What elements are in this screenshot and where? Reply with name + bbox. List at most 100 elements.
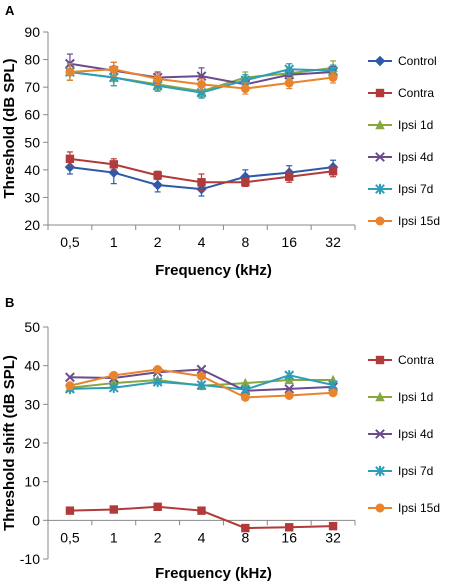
legend-item-ipsi-1d: Ipsi 1d [368, 118, 433, 132]
y-tick-label: 60 [24, 107, 40, 123]
legend-item-ipsi-15d: Ipsi 15d [368, 501, 440, 515]
y-tick-label: 70 [24, 79, 40, 95]
y-tick-label: 20 [24, 435, 40, 451]
data-point [152, 179, 163, 191]
legend-marker [375, 183, 385, 195]
data-point [153, 365, 163, 375]
x-tick-label: 8 [241, 234, 249, 250]
panel-a-label: A [5, 3, 15, 18]
data-point [65, 67, 75, 77]
y-tick-label: 50 [24, 134, 40, 150]
x-tick-label: 32 [325, 234, 341, 250]
x-tick-label: 0,5 [60, 529, 80, 545]
x-tick-label: 16 [281, 529, 297, 545]
data-point [284, 383, 295, 394]
y-tick-label: 30 [24, 189, 40, 205]
legend-marker [375, 119, 385, 130]
data-point [197, 371, 206, 381]
data-point [153, 502, 162, 511]
x-tick-label: 32 [325, 529, 341, 545]
panel-b-label: B [5, 295, 14, 310]
data-point [285, 523, 294, 532]
data-point [152, 376, 163, 388]
y-tick-label: 40 [24, 162, 40, 178]
y-axis-title: Threshold (dB SPL) [1, 59, 18, 199]
data-point [196, 379, 207, 391]
x-tick-label: 2 [154, 234, 162, 250]
y-tick-label: 90 [24, 24, 40, 40]
panel-b: B -10 0 10 20 30 40 50 0,5 1 2 4 8 16 32 Frequency (kHz… [1, 295, 440, 582]
x-tick-label: 16 [281, 234, 297, 250]
y-tick-label: 20 [24, 217, 40, 233]
data-point [196, 364, 207, 375]
y-tick-label: 0 [32, 512, 40, 528]
data-point [284, 390, 294, 400]
x-tick-label: 4 [198, 529, 206, 545]
legend-item-contra: Contra [368, 353, 434, 367]
legend-marker [375, 216, 385, 226]
x-tick-label: 0,5 [60, 234, 80, 250]
data-point [284, 370, 295, 381]
legend-label: Ipsi 4d [398, 427, 433, 441]
series-ipsi-15d [65, 61, 338, 95]
y-axis-title: Threshold shift (dB SPL) [1, 355, 18, 531]
series-ipsi-15d [65, 365, 338, 402]
panel-a: A 20 30 40 50 60 70 80 90 0,5 1 2 4 8 16 32 Frequency (k… [1, 3, 440, 279]
x-tick-label: 1 [110, 234, 118, 250]
data-point [328, 388, 338, 398]
data-point [241, 178, 250, 187]
data-point [108, 382, 119, 393]
legend-item-ipsi-4d: Ipsi 4d [368, 427, 433, 441]
legend-item-ipsi-7d: Ipsi 7d [368, 182, 433, 196]
data-point [65, 506, 75, 515]
data-point [109, 505, 118, 514]
legend-item-ipsi-15d: Ipsi 15d [368, 214, 440, 228]
data-point [284, 64, 295, 75]
legend-marker [375, 391, 385, 402]
data-point [240, 84, 250, 94]
data-point [240, 171, 251, 182]
data-point [197, 79, 206, 89]
data-point [109, 64, 119, 74]
legend-item-control: Control [368, 54, 437, 68]
legend-marker [375, 465, 385, 477]
legend-label: Ipsi 7d [398, 464, 433, 478]
legend-label: Ipsi 1d [398, 390, 433, 404]
series-ipsi-7d [65, 370, 338, 395]
legend-label: Ipsi 4d [398, 150, 433, 164]
data-point [153, 171, 162, 180]
legend-item-ipsi-1d: Ipsi 1d [368, 390, 433, 404]
y-tick-label: 50 [24, 319, 40, 335]
data-point [109, 160, 118, 169]
data-point [153, 74, 163, 84]
data-point [65, 154, 75, 164]
data-point [285, 172, 294, 181]
data-point [109, 370, 119, 380]
legend-label: Control [398, 54, 437, 68]
y-tick-label: 80 [24, 52, 40, 68]
x-tick-label: 4 [198, 234, 206, 250]
series-contra [65, 502, 338, 533]
data-point [328, 72, 338, 82]
data-point [197, 506, 206, 515]
x-tick-label: 2 [154, 529, 162, 545]
legend-label: Ipsi 15d [398, 214, 440, 228]
legend-item-contra: Contra [368, 86, 434, 100]
x-axis-title: Frequency (kHz) [155, 565, 272, 582]
legend-marker [375, 88, 385, 98]
x-axis-title: Frequency (kHz) [155, 262, 272, 279]
y-tick-label: -10 [20, 551, 40, 567]
legend-marker [375, 503, 385, 513]
data-point [108, 167, 119, 178]
y-tick-label: 30 [24, 396, 40, 412]
data-point [241, 523, 250, 533]
legend-marker [374, 55, 386, 67]
data-point [65, 372, 75, 383]
data-point [65, 381, 75, 391]
series-contra [65, 151, 338, 192]
legend-marker [375, 429, 385, 439]
x-tick-label: 8 [241, 529, 249, 545]
x-tick-label: 1 [110, 529, 118, 545]
legend-marker [375, 355, 385, 365]
